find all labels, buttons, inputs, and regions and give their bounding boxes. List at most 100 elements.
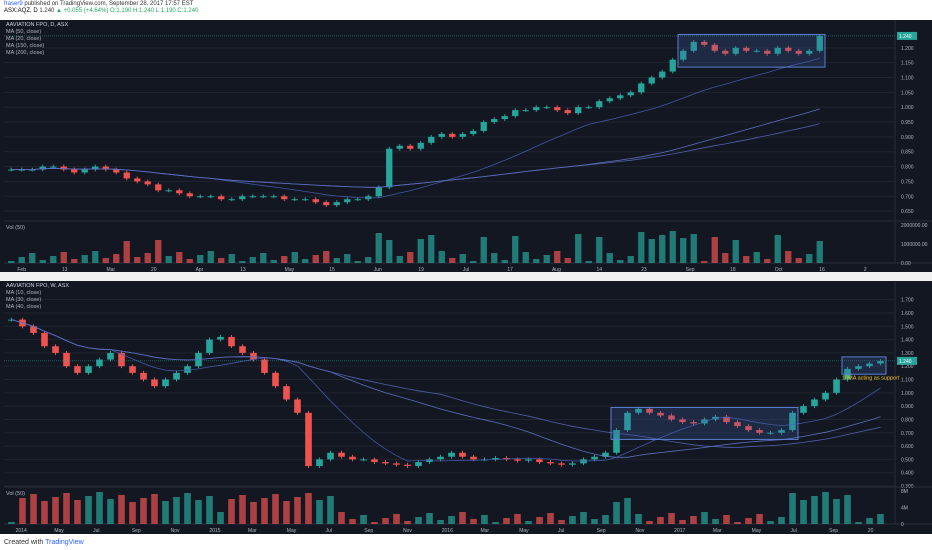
x-tick-label: Mar bbox=[248, 528, 257, 534]
candle-body bbox=[96, 359, 103, 367]
volume-bar bbox=[228, 254, 235, 263]
candle-body bbox=[767, 432, 774, 434]
candle-body bbox=[63, 352, 70, 367]
volume-bar bbox=[525, 521, 532, 524]
volume-bar bbox=[195, 500, 202, 524]
volume-bar bbox=[349, 519, 356, 524]
candle-body bbox=[186, 193, 193, 197]
volume-bar bbox=[554, 251, 561, 263]
volume-bar bbox=[396, 256, 403, 263]
candle-body bbox=[624, 412, 631, 431]
weekly-chart-svg[interactable]: 1.700 1.600 1.500 1.400 1.300 1.200 1.100 1.000… bbox=[0, 281, 932, 534]
volume-bar bbox=[316, 500, 323, 524]
moving-average-line bbox=[11, 108, 820, 188]
daily-chart-panel[interactable]: 1.200 1.150 1.100 1.050 1.000 0.950 0.900 0.850… bbox=[0, 20, 932, 272]
candle-body bbox=[764, 50, 771, 54]
candle-body bbox=[806, 50, 813, 54]
candle-body bbox=[602, 452, 609, 457]
x-tick-label: Nov bbox=[635, 528, 644, 534]
daily-chart-svg[interactable]: 1.200 1.150 1.100 1.050 1.000 0.950 0.900 0.850… bbox=[0, 20, 932, 272]
volume-bar bbox=[249, 257, 256, 263]
volume-bar bbox=[522, 252, 529, 263]
y-tick-label: 0.800 bbox=[901, 165, 914, 171]
volume-tick-label: 2000000.00 bbox=[901, 223, 928, 229]
volume-bar bbox=[184, 493, 191, 524]
candle-body bbox=[591, 456, 598, 460]
candle-body bbox=[218, 196, 225, 200]
y-tick-label: 0.900 bbox=[901, 404, 914, 410]
candle-body bbox=[305, 412, 312, 467]
x-tick-label: 18 bbox=[730, 267, 736, 272]
candle-body bbox=[822, 392, 829, 400]
x-tick-label: Sep bbox=[132, 528, 141, 534]
last-price-label: 1.240 bbox=[899, 359, 912, 365]
volume-bar bbox=[50, 256, 57, 263]
x-tick-label: 23 bbox=[641, 267, 647, 272]
volume-bar bbox=[371, 522, 378, 524]
volume-bar bbox=[207, 251, 214, 263]
y-tick-label: 0.850 bbox=[901, 150, 914, 156]
weekly-chart-panel[interactable]: 1.700 1.600 1.500 1.400 1.300 1.200 1.100 1.000… bbox=[0, 281, 932, 534]
candle-body bbox=[459, 133, 466, 137]
candle-body bbox=[743, 47, 750, 51]
volume-bar bbox=[176, 252, 183, 263]
x-tick-label: May bbox=[752, 528, 762, 534]
candle-body bbox=[382, 462, 389, 464]
candle-body bbox=[596, 101, 603, 108]
volume-bar bbox=[877, 514, 884, 524]
candle-body bbox=[533, 107, 540, 111]
y-tick-label: 1.600 bbox=[901, 311, 914, 317]
volume-bar bbox=[239, 495, 246, 524]
tradingview-logo[interactable]: TradingView bbox=[45, 539, 84, 546]
author-link[interactable]: fraser9 bbox=[4, 1, 23, 7]
y-tick-label: 1.100 bbox=[901, 378, 914, 384]
x-tick-label: 2015 bbox=[209, 528, 220, 534]
candle-body bbox=[360, 459, 367, 461]
volume-bar bbox=[558, 520, 565, 524]
volume-bar bbox=[690, 234, 697, 263]
candle-body bbox=[129, 366, 136, 373]
volume-bar bbox=[459, 254, 466, 263]
x-tick-label: 20 bbox=[151, 267, 157, 272]
candle-body bbox=[118, 352, 125, 367]
volume-bar bbox=[680, 238, 687, 263]
candle-body bbox=[272, 372, 279, 387]
candle-body bbox=[722, 50, 729, 54]
volume-bar bbox=[217, 512, 224, 524]
volume-bar bbox=[382, 518, 389, 524]
volume-bar bbox=[753, 252, 760, 263]
candle-body bbox=[261, 359, 268, 373]
y-tick-label: 0.750 bbox=[901, 179, 914, 185]
consolidation-box bbox=[677, 33, 826, 68]
volume-bar bbox=[228, 499, 235, 524]
candle-body bbox=[627, 92, 634, 96]
ohlc-values: O:1.190 H:1.240 L:1.190 C:1.240 bbox=[110, 8, 199, 14]
candle-body bbox=[354, 199, 361, 201]
legend-entry: MA (30, close) bbox=[6, 297, 41, 303]
candle-body bbox=[617, 95, 624, 99]
panel-gap bbox=[0, 272, 932, 281]
candle-body bbox=[162, 379, 169, 387]
candle-body bbox=[39, 166, 46, 170]
x-tick-label: 2 bbox=[864, 267, 867, 272]
volume-bar bbox=[547, 513, 554, 524]
volume-bar bbox=[833, 499, 840, 524]
volume-bar bbox=[806, 254, 813, 263]
y-tick-label: 1.000 bbox=[901, 105, 914, 111]
candle-body bbox=[536, 459, 543, 463]
legend-entry: MA (150, close) bbox=[6, 43, 44, 49]
volume-bar bbox=[617, 260, 624, 263]
x-tick-label: Nov bbox=[171, 528, 180, 534]
candle-body bbox=[480, 122, 487, 131]
candle-body bbox=[512, 110, 519, 117]
candle-body bbox=[165, 190, 172, 192]
volume-bar bbox=[155, 240, 162, 263]
candle-body bbox=[679, 419, 686, 423]
annotation-text: 10MA acting as support bbox=[842, 376, 900, 382]
candle-body bbox=[8, 169, 15, 171]
volume-bar bbox=[501, 260, 508, 263]
candle-body bbox=[778, 430, 785, 433]
candle-body bbox=[197, 196, 204, 198]
x-tick-label: May bbox=[287, 528, 297, 534]
candle-body bbox=[217, 336, 224, 340]
